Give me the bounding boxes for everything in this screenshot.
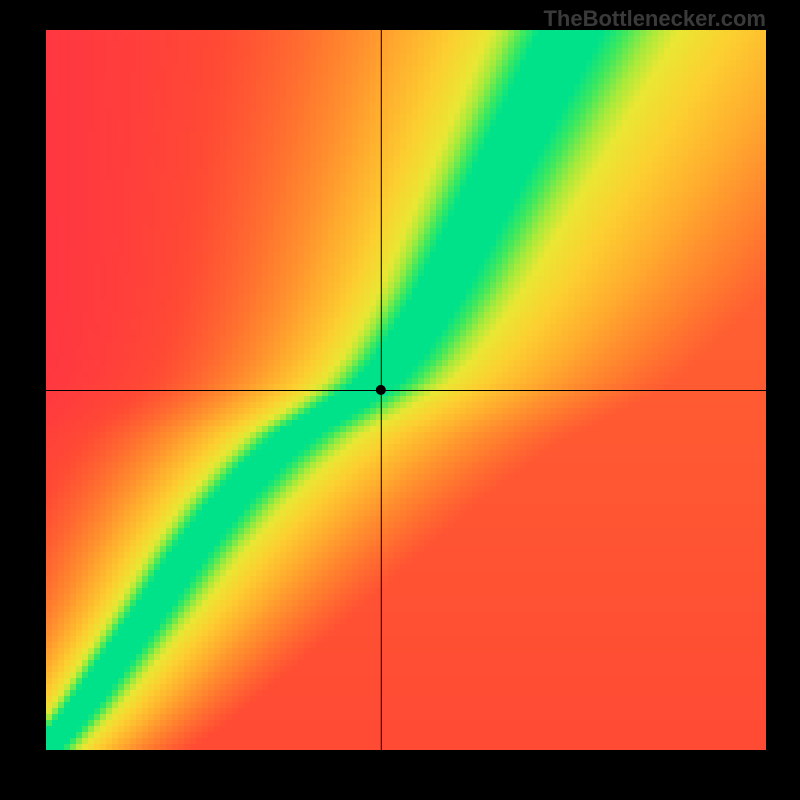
- heatmap-plot: [46, 30, 766, 750]
- watermark-text: TheBottlenecker.com: [543, 6, 766, 32]
- image-root: TheBottlenecker.com: [0, 0, 800, 800]
